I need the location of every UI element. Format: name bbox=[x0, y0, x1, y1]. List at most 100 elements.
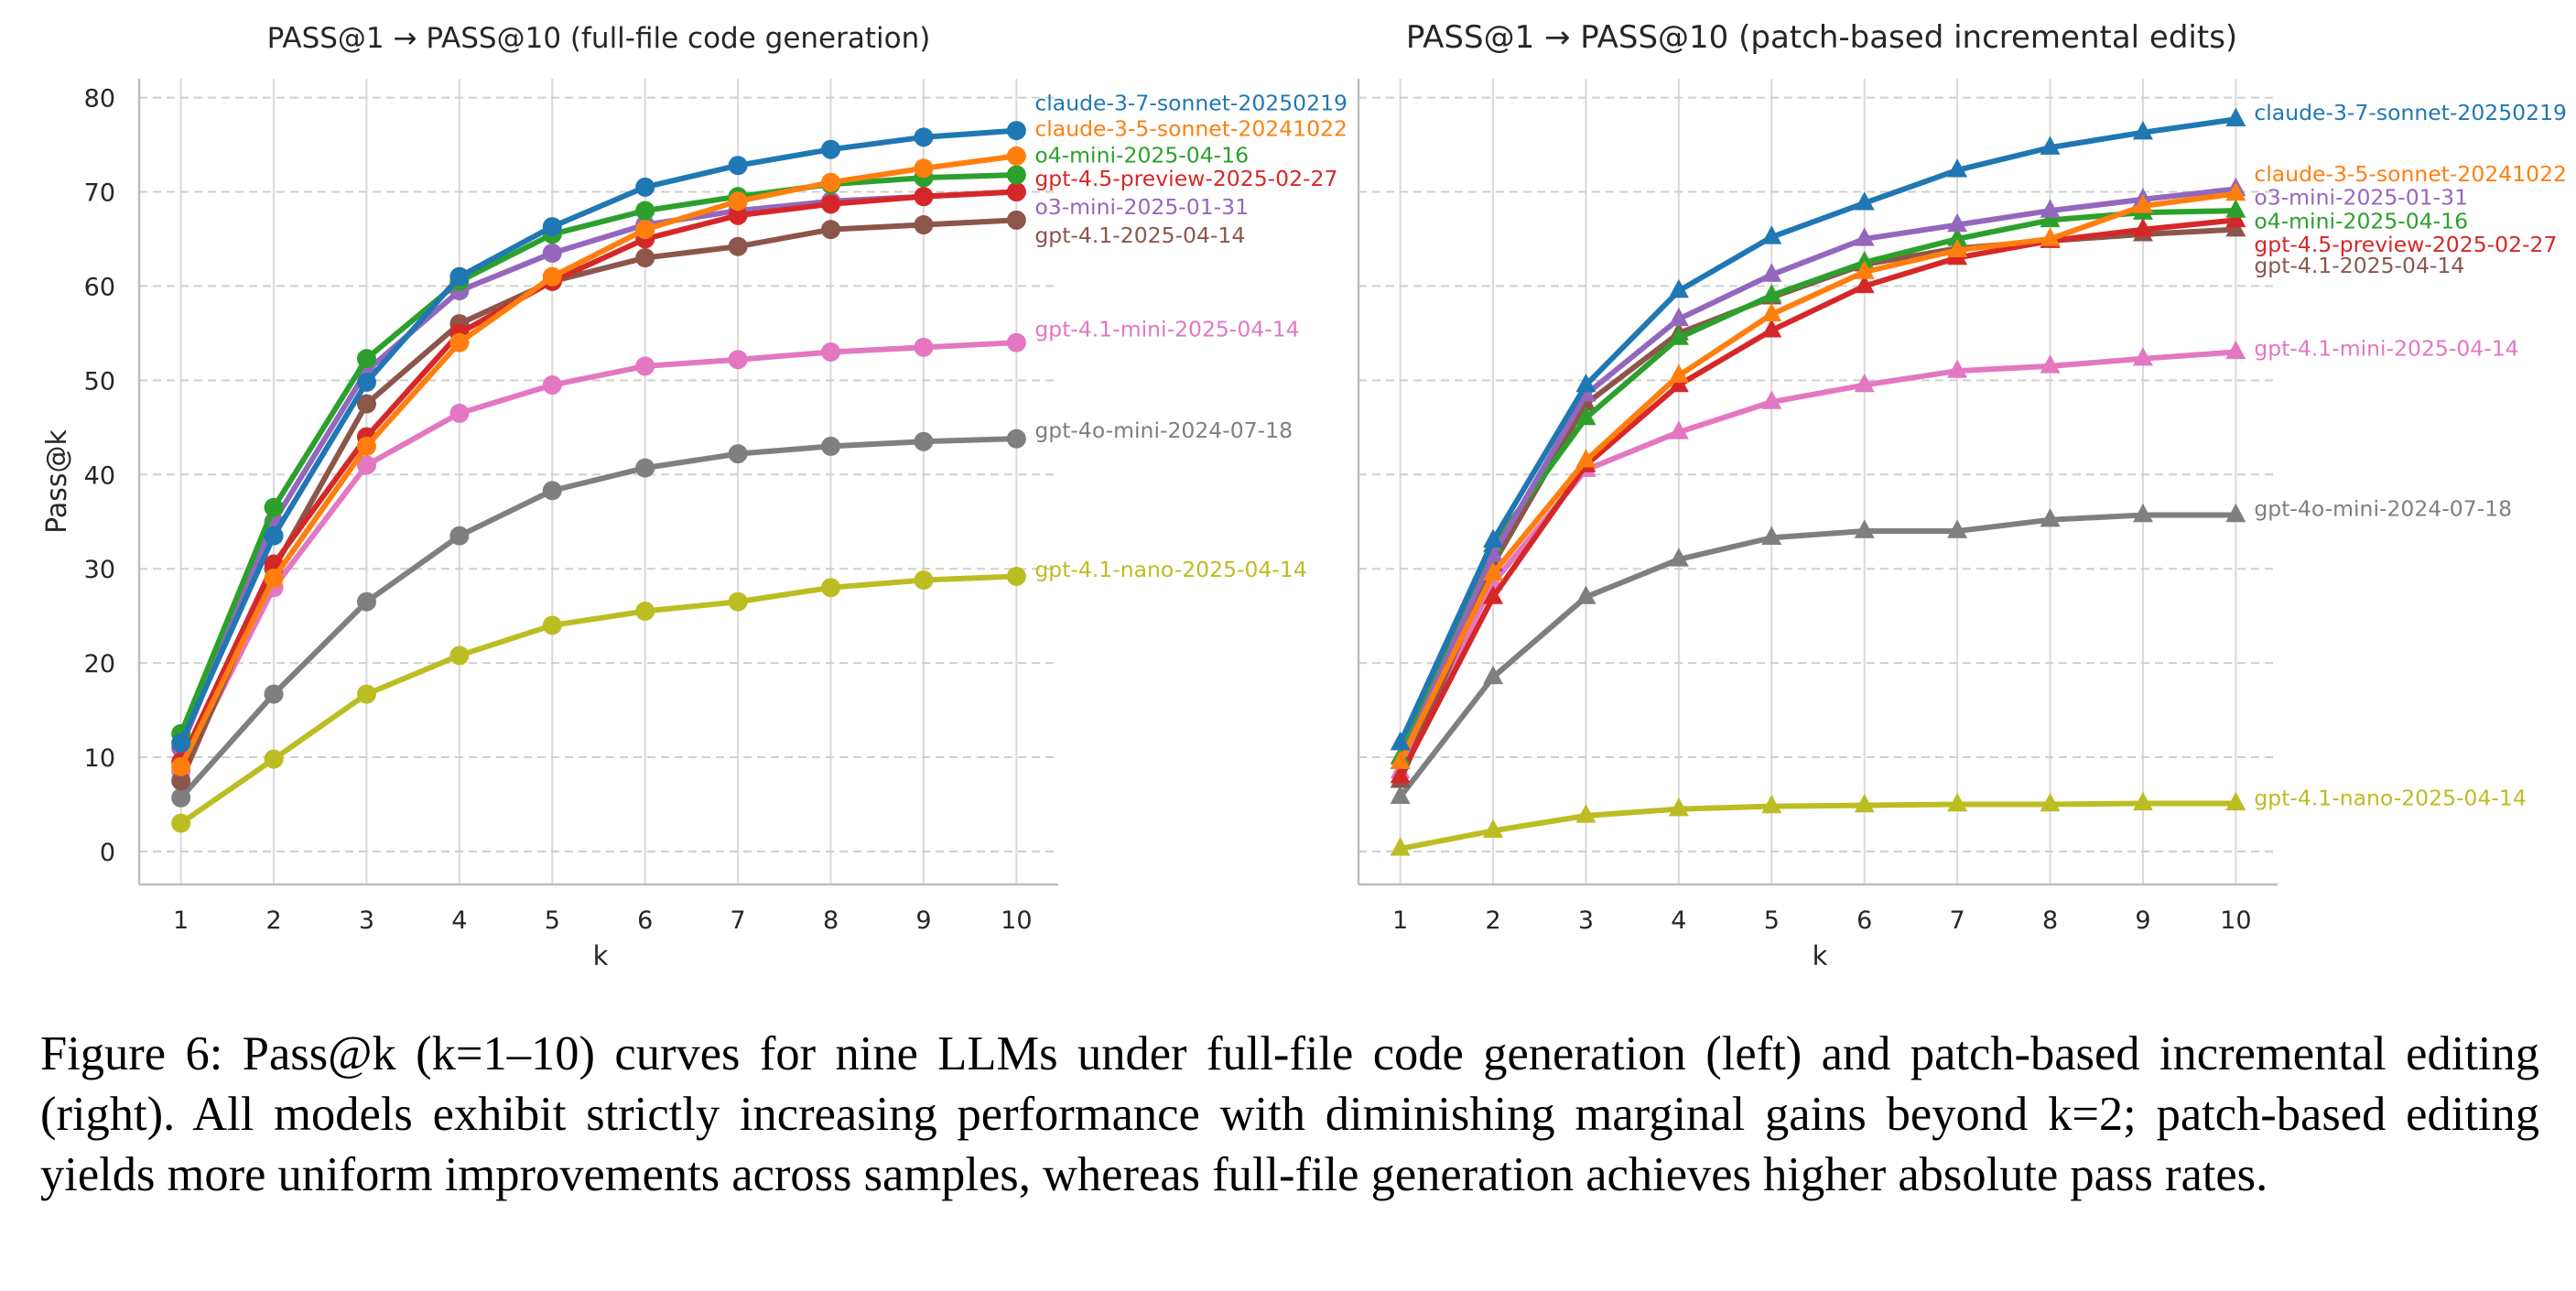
data-point bbox=[1575, 804, 1596, 823]
data-point bbox=[1483, 528, 1504, 548]
data-point bbox=[1668, 326, 1689, 345]
series-label: gpt-4.1-mini-2025-04-14 bbox=[1034, 317, 1299, 342]
data-point bbox=[914, 215, 934, 235]
data-point bbox=[728, 156, 748, 176]
data-point bbox=[2040, 354, 2061, 374]
x-tick-label: 1 bbox=[1392, 906, 1408, 935]
y-tick-label: 0 bbox=[100, 839, 115, 867]
data-point bbox=[635, 201, 655, 221]
data-point bbox=[1006, 182, 1026, 202]
series-label: o4-mini-2025-04-16 bbox=[2254, 208, 2468, 233]
data-point bbox=[635, 458, 655, 478]
series-line bbox=[178, 171, 1020, 737]
series-label: gpt-4.1-mini-2025-04-14 bbox=[2254, 335, 2518, 361]
data-point bbox=[2040, 199, 2061, 218]
data-point bbox=[1761, 526, 1782, 545]
data-point bbox=[1947, 158, 1968, 178]
data-point bbox=[264, 497, 284, 517]
data-point bbox=[1947, 792, 1968, 812]
data-point bbox=[635, 602, 655, 622]
y-tick-label: 40 bbox=[84, 461, 115, 490]
series-label: o3-mini-2025-01-31 bbox=[1034, 194, 1249, 220]
data-point bbox=[2225, 218, 2246, 237]
right-chart-patch-based: 1 2 3 4 5 6 7 8 9 10 PASS@1 → PASS@10 (patch-based… bbox=[1357, 19, 2567, 971]
data-point bbox=[171, 733, 191, 754]
y-tick-label: 20 bbox=[84, 650, 115, 678]
data-point bbox=[356, 372, 376, 392]
x-tick-label: 2 bbox=[265, 906, 281, 935]
data-point bbox=[728, 350, 748, 370]
data-point bbox=[821, 220, 841, 240]
series-claude-3-7-sonnet-20250219 bbox=[171, 121, 1026, 754]
series-gpt-4-1-nano-2025-04-14 bbox=[1390, 791, 2246, 856]
data-point bbox=[264, 568, 284, 588]
series-line bbox=[178, 217, 1020, 784]
series-claude-3-5-sonnet-20241022 bbox=[171, 146, 1026, 776]
data-point bbox=[914, 187, 934, 207]
data-point bbox=[1575, 585, 1596, 604]
data-point bbox=[1854, 191, 1875, 211]
data-point bbox=[1006, 332, 1026, 353]
data-point bbox=[1006, 210, 1026, 230]
y-tick-label: 50 bbox=[84, 367, 115, 396]
data-point bbox=[449, 332, 470, 353]
y-tick-label: 70 bbox=[84, 179, 115, 208]
series-line bbox=[1397, 217, 2239, 779]
series-label: gpt-4.1-2025-04-14 bbox=[1034, 222, 1245, 248]
data-point bbox=[2225, 503, 2246, 523]
x-tick-label: 7 bbox=[731, 906, 746, 935]
data-point bbox=[1668, 373, 1689, 393]
data-point bbox=[171, 787, 191, 808]
data-point bbox=[2225, 199, 2246, 218]
data-point bbox=[914, 431, 934, 451]
data-point bbox=[1668, 797, 1689, 817]
data-point bbox=[264, 684, 284, 704]
data-point bbox=[1575, 373, 1596, 393]
series-label: claude-3-5-sonnet-20241022 bbox=[2254, 161, 2567, 187]
series-o3-mini-2025-01-31 bbox=[1390, 177, 2246, 769]
data-point bbox=[356, 591, 376, 612]
data-point bbox=[2132, 347, 2153, 366]
series-gpt-4o-mini-2024-07-18 bbox=[1390, 503, 2246, 804]
data-point bbox=[728, 236, 748, 256]
data-point bbox=[1483, 585, 1504, 604]
figure-canvas: 1 2 3 4 5 6 7 8 9 10 0 10 20 30 40 50 60 70 80 PASS@1 → PAS… bbox=[41, 19, 2567, 971]
x-tick-label: 5 bbox=[545, 906, 560, 935]
series-line bbox=[178, 573, 1020, 827]
series-claude-3-7-sonnet-20250219 bbox=[1390, 107, 2246, 751]
data-point bbox=[2040, 136, 2061, 155]
x-tick-label: 9 bbox=[2135, 906, 2150, 935]
data-point bbox=[1668, 307, 1689, 327]
series-label: gpt-4o-mini-2024-07-18 bbox=[1034, 418, 1293, 443]
data-point bbox=[1006, 566, 1026, 586]
data-point bbox=[914, 127, 934, 147]
data-point bbox=[1483, 819, 1504, 839]
data-point bbox=[264, 749, 284, 769]
x-tick-label: 7 bbox=[1950, 906, 1965, 935]
data-point bbox=[1854, 251, 1875, 270]
data-point bbox=[542, 217, 562, 237]
x-tick-label: 8 bbox=[823, 906, 839, 935]
series-line bbox=[178, 127, 1020, 746]
x-tick-label: 3 bbox=[1578, 906, 1594, 935]
data-point bbox=[1947, 238, 1968, 258]
data-point bbox=[1761, 319, 1782, 338]
data-point bbox=[635, 356, 655, 376]
series-line bbox=[178, 436, 1020, 801]
data-point bbox=[542, 375, 562, 396]
series-line bbox=[1397, 349, 2239, 775]
x-tick-label: 3 bbox=[359, 906, 374, 935]
data-point bbox=[2132, 791, 2153, 811]
data-point bbox=[1761, 390, 1782, 409]
data-point bbox=[2225, 181, 2246, 201]
y-tick-label: 10 bbox=[84, 744, 115, 773]
series-line bbox=[178, 153, 1020, 770]
x-tick-label: 9 bbox=[915, 906, 931, 935]
data-point bbox=[1006, 146, 1026, 166]
data-point bbox=[1761, 284, 1782, 303]
series-label: gpt-4.5-preview-2025-02-27 bbox=[2254, 232, 2557, 257]
data-point bbox=[1854, 373, 1875, 393]
y-tick-label: 80 bbox=[84, 85, 115, 114]
data-point bbox=[449, 403, 470, 423]
data-point bbox=[1854, 274, 1875, 294]
